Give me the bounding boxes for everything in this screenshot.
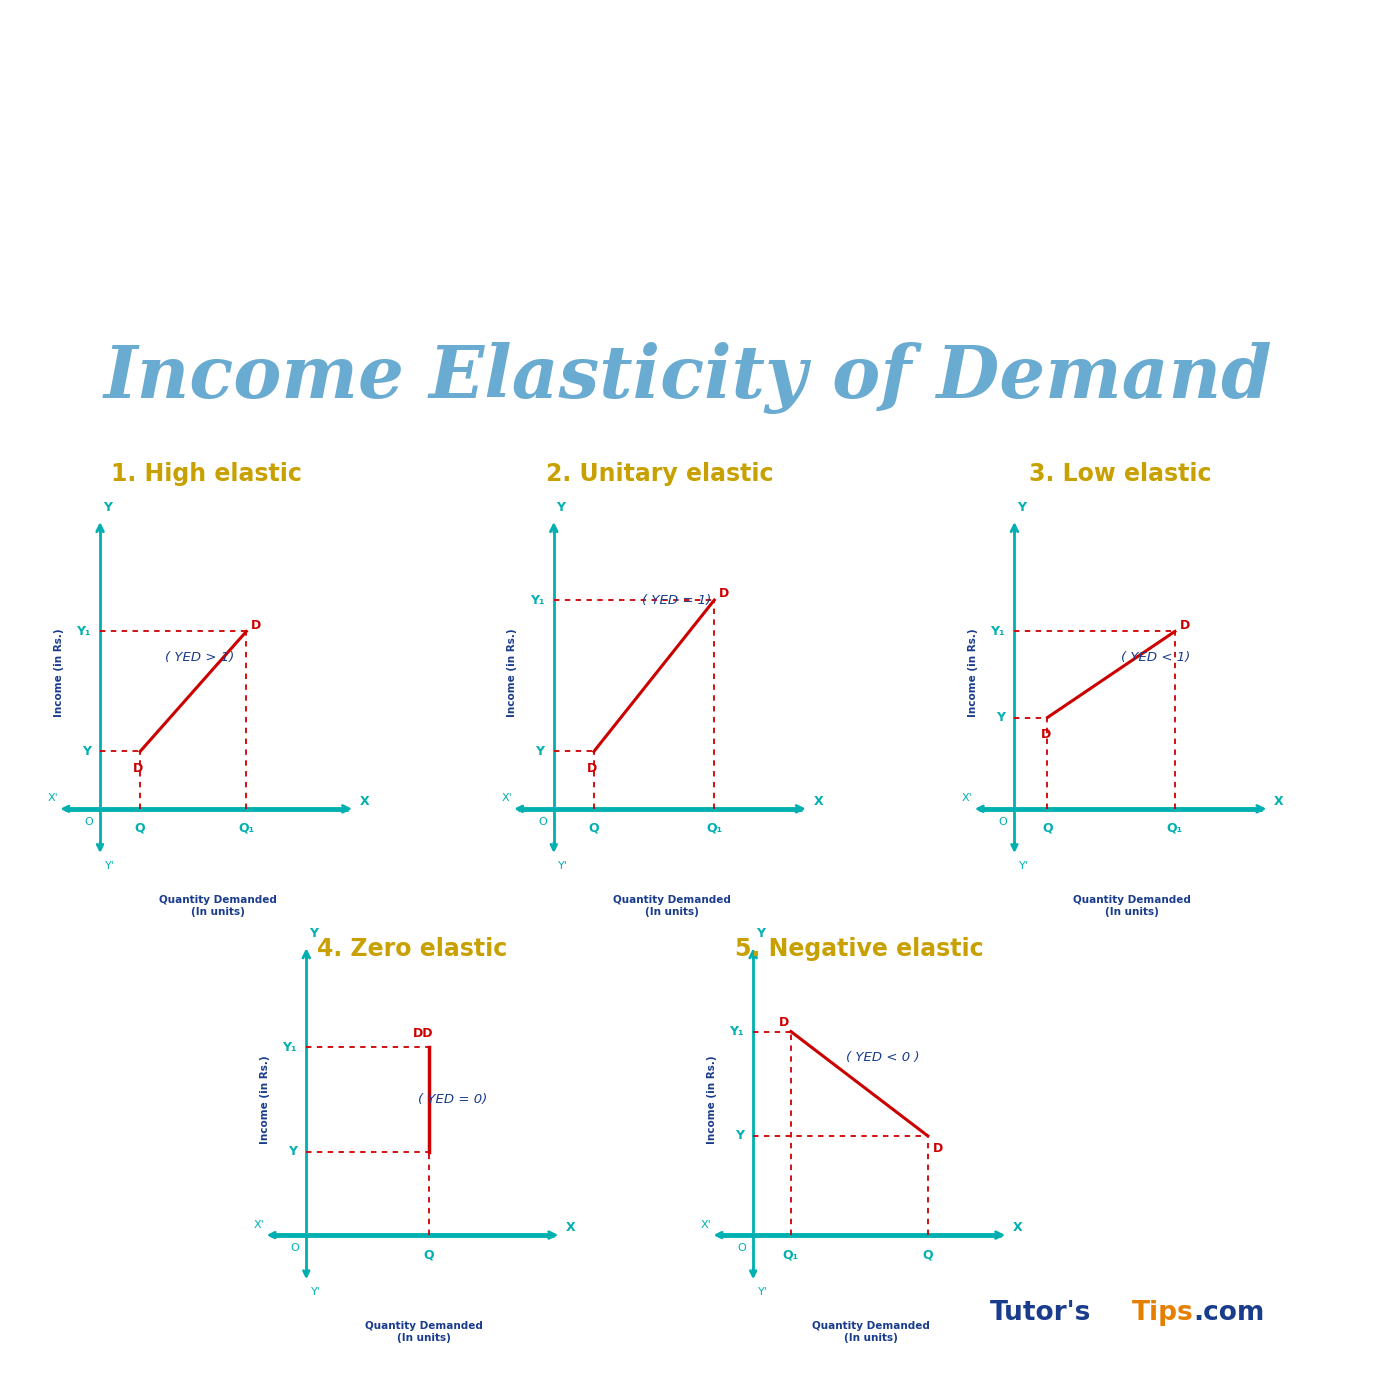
Text: X': X' [48, 793, 58, 803]
Text: Y': Y' [104, 861, 114, 870]
Text: X': X' [254, 1220, 264, 1229]
Text: X: X [1275, 795, 1284, 807]
Text: D: D [1041, 729, 1050, 741]
Text: Y': Y' [758, 1287, 767, 1297]
Text: Y: Y [81, 745, 91, 758]
Text: Y: Y [103, 500, 111, 514]
Text: D: D [780, 1016, 789, 1030]
Text: Tips: Tips [1132, 1301, 1194, 1326]
Text: Income (in Rs.): Income (in Rs.) [507, 628, 517, 718]
Text: Y': Y' [311, 1287, 320, 1297]
Text: O: O [737, 1243, 747, 1253]
Text: O: O [290, 1243, 300, 1253]
Text: Y: Y [557, 500, 565, 514]
Text: Income (in Rs.): Income (in Rs.) [968, 628, 978, 718]
Text: Q₁: Q₁ [1167, 822, 1182, 835]
Text: Income Elasticity of Demand: Income Elasticity of Demand [103, 342, 1272, 414]
Text: Quantity Demanded
(In units): Quantity Demanded (In units) [1074, 895, 1191, 917]
Text: Quantity Demanded
(In units): Quantity Demanded (In units) [366, 1321, 483, 1343]
Text: O: O [998, 817, 1008, 826]
Text: Y: Y [996, 711, 1005, 725]
Text: Y₁: Y₁ [76, 624, 91, 638]
Text: D: D [252, 619, 261, 631]
Text: 5. Negative elastic: 5. Negative elastic [736, 936, 983, 961]
Text: O: O [538, 817, 547, 826]
Text: Quantity Demanded
(In units): Quantity Demanded (In units) [813, 1321, 930, 1343]
Text: Y: Y [287, 1145, 297, 1158]
Text: ( YED = 0): ( YED = 0) [418, 1093, 487, 1106]
Text: DD: DD [412, 1027, 433, 1040]
Text: ( YED < 0 ): ( YED < 0 ) [846, 1050, 920, 1064]
Text: Income (in Rs.): Income (in Rs.) [707, 1055, 716, 1144]
Text: D: D [932, 1141, 943, 1155]
Text: D: D [719, 587, 729, 601]
Text: 1. High elastic: 1. High elastic [111, 462, 301, 487]
Text: Tutor's: Tutor's [990, 1301, 1092, 1326]
Text: Quantity Demanded
(In units): Quantity Demanded (In units) [613, 895, 730, 917]
Text: Q₁: Q₁ [782, 1248, 799, 1261]
Text: D: D [587, 762, 597, 776]
Text: Income (in Rs.): Income (in Rs.) [260, 1055, 270, 1144]
Text: Q: Q [1042, 822, 1053, 835]
Text: Q: Q [424, 1248, 434, 1261]
Text: D: D [1180, 619, 1189, 631]
Text: Y': Y' [558, 861, 568, 870]
Text: Q: Q [588, 822, 600, 835]
Text: Q: Q [135, 822, 146, 835]
Text: Income (in Rs.): Income (in Rs.) [54, 628, 63, 718]
Text: O: O [84, 817, 94, 826]
Text: D: D [133, 762, 143, 776]
Text: Y₁: Y₁ [990, 624, 1005, 638]
Text: Y: Y [734, 1129, 744, 1143]
Text: Q₁: Q₁ [238, 822, 254, 835]
Text: X: X [814, 795, 824, 807]
Text: X': X' [701, 1220, 711, 1229]
Text: ( YED = 1): ( YED = 1) [642, 594, 711, 606]
Text: X: X [360, 795, 370, 807]
Text: 3. Low elastic: 3. Low elastic [1030, 462, 1211, 487]
Text: Y₁: Y₁ [729, 1024, 744, 1038]
Text: 4. Zero elastic: 4. Zero elastic [318, 936, 507, 961]
Text: Quantity Demanded
(In units): Quantity Demanded (In units) [160, 895, 276, 917]
Text: Y: Y [535, 745, 544, 758]
Text: ( YED < 1): ( YED < 1) [1122, 650, 1191, 664]
Text: Y': Y' [1019, 861, 1028, 870]
Text: .com: .com [1194, 1301, 1265, 1326]
Text: Y: Y [1018, 500, 1026, 514]
Text: Y: Y [309, 927, 318, 941]
Text: X: X [566, 1221, 576, 1233]
Text: X': X' [502, 793, 512, 803]
Text: Q₁: Q₁ [707, 822, 722, 835]
Text: Y₁: Y₁ [529, 594, 544, 606]
Text: ( YED > 1): ( YED > 1) [165, 650, 234, 664]
Text: X': X' [962, 793, 972, 803]
Text: Y: Y [756, 927, 765, 941]
Text: 2. Unitary elastic: 2. Unitary elastic [546, 462, 774, 487]
Text: Q: Q [923, 1248, 934, 1261]
Text: X: X [1013, 1221, 1023, 1233]
Text: Y₁: Y₁ [282, 1041, 297, 1053]
